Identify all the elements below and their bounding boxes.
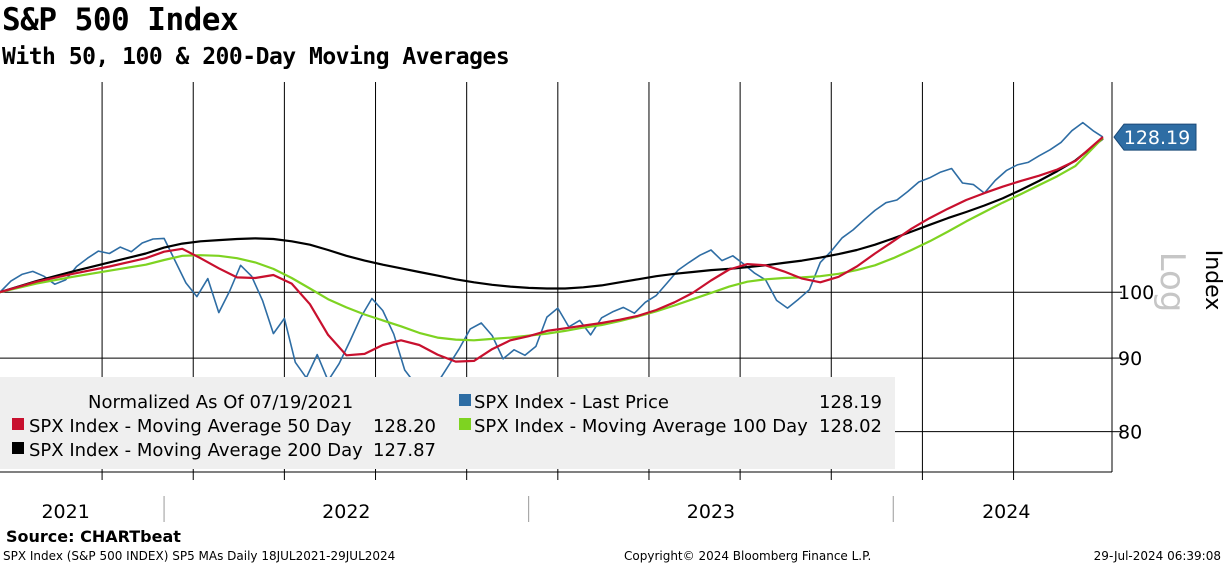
series-layer: [0, 121, 1104, 406]
legend-label-ma200: SPX Index - Moving Average 200 Day: [29, 440, 363, 461]
legend-value-ma200: 127.87: [373, 440, 436, 461]
axes: 80 90 100 2021 2022 2023 2024 Log Index: [0, 82, 1224, 523]
series-line-ma100: [0, 137, 1104, 342]
current-value-tag-shape: [1113, 123, 1197, 151]
footer-timestamp: 29-Jul-2024 06:39:08: [1093, 549, 1221, 563]
series-line-ma50: [0, 136, 1104, 363]
legend-box: [0, 377, 895, 469]
x-ticks: 2021 2022 2023 2024: [41, 472, 1030, 523]
y-axis-label: Index: [1200, 250, 1224, 311]
x-year-label-2022: 2022: [322, 501, 370, 523]
log-scale-label: Log: [1152, 252, 1192, 313]
chart-subtitle: With 50, 100 & 200-Day Moving Averages: [2, 44, 510, 70]
legend-swatch-ma100: [459, 418, 471, 430]
x-year-label-2023: 2023: [687, 501, 735, 523]
current-value-tag: 128.19: [1113, 123, 1197, 151]
footer-series-info: SPX Index (S&P 500 INDEX) SP5 MAs Daily …: [3, 549, 396, 563]
source-line: Source: CHARTbeat: [6, 527, 181, 546]
source-value: CHARTbeat: [80, 527, 181, 546]
legend-swatch-ma200: [12, 442, 24, 454]
x-year-label-2021: 2021: [41, 501, 89, 523]
legend-label-ma50: SPX Index - Moving Average 50 Day: [29, 416, 352, 437]
y-ticks: 80 90 100: [1112, 282, 1154, 444]
legend-header: Normalized As Of 07/19/2021: [88, 392, 353, 413]
footer-copyright: Copyright© 2024 Bloomberg Finance L.P.: [624, 549, 872, 563]
current-value-label: 128.19: [1124, 127, 1190, 149]
y-tick-label-100: 100: [1118, 282, 1154, 304]
y-tick-label-90: 90: [1118, 348, 1142, 370]
series-line-last-price: [0, 121, 1104, 406]
y-tick-label-80: 80: [1118, 422, 1142, 444]
legend-label-last-price: SPX Index - Last Price: [474, 392, 669, 413]
legend: Normalized As Of 07/19/2021 SPX Index - …: [0, 377, 895, 469]
legend-value-last-price: 128.19: [819, 392, 882, 413]
legend-label-ma100: SPX Index - Moving Average 100 Day: [474, 416, 808, 437]
series-line-ma200: [0, 137, 1104, 294]
legend-swatch-last-price: [459, 394, 471, 406]
source-label: Source:: [6, 527, 75, 546]
chart-title: S&P 500 Index: [2, 2, 239, 38]
x-year-label-2024: 2024: [982, 501, 1030, 523]
legend-value-ma50: 128.20: [373, 416, 436, 437]
legend-swatch-ma50: [12, 418, 24, 430]
legend-value-ma100: 128.02: [819, 416, 882, 437]
